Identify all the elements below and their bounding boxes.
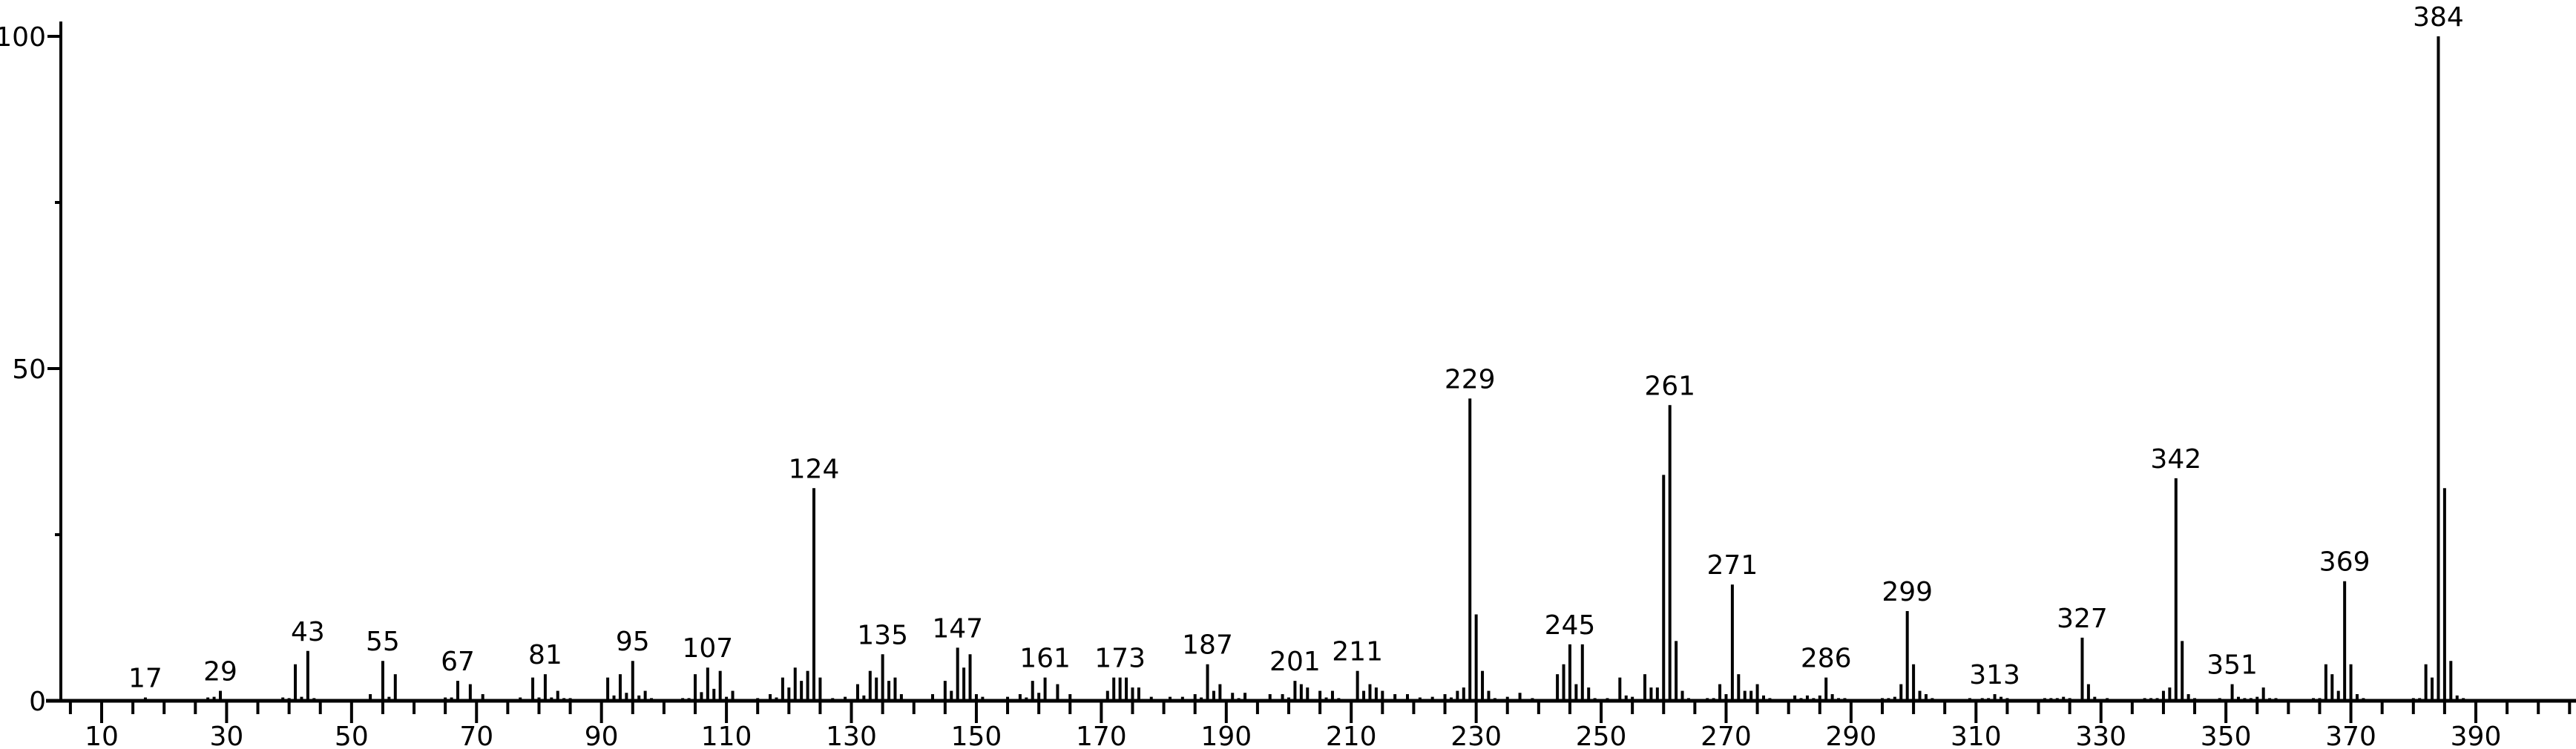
peak-label: 187 [1182, 630, 1233, 661]
peak-label: 81 [528, 640, 562, 670]
peak-label: 135 [857, 620, 908, 650]
peak-label: 299 [1882, 577, 1933, 607]
peak-label: 43 [291, 617, 325, 647]
peak-label: 369 [2319, 547, 2370, 578]
x-tick-label: 210 [1326, 722, 1377, 749]
peak-label: 55 [366, 627, 400, 657]
peak-label: 95 [616, 627, 650, 657]
x-tick-label: 190 [1200, 722, 1252, 749]
peak-label: 161 [1019, 644, 1071, 674]
peak-label: 124 [789, 454, 840, 484]
x-tick-label: 130 [826, 722, 877, 749]
x-tick-label: 50 [335, 722, 369, 749]
x-tick-label: 150 [951, 722, 1002, 749]
x-tick-label: 370 [2325, 722, 2376, 749]
peak-label: 17 [128, 664, 162, 694]
peak-label: 384 [2413, 2, 2464, 33]
peak-label: 327 [2057, 604, 2108, 634]
y-tick-label: 100 [0, 22, 46, 53]
y-tick-label: 50 [12, 354, 46, 385]
peak-label: 147 [932, 613, 983, 644]
peak-label: 351 [2207, 650, 2258, 681]
x-tick-label: 170 [1076, 722, 1127, 749]
peak-label: 67 [441, 647, 475, 677]
axes: 10 30 50 70 90 110 130 150 170 190 210 230 250 270 290… [0, 22, 2576, 749]
x-tick-label: 290 [1826, 722, 1877, 749]
peak-label: 271 [1707, 550, 1758, 581]
x-tick-label: 390 [2451, 722, 2502, 749]
peak-label: 107 [682, 633, 733, 664]
peak-label: 201 [1269, 647, 1321, 677]
peak-label: 313 [1969, 660, 2020, 690]
x-tick-label: 310 [1951, 722, 2002, 749]
peak-label: 173 [1094, 644, 1146, 674]
x-tick-label: 110 [701, 722, 752, 749]
x-tick-label: 30 [210, 722, 244, 749]
peak-label: 29 [203, 657, 237, 687]
x-tick-label: 250 [1576, 722, 1627, 749]
peak-label: 261 [1644, 371, 1695, 401]
peak-label: 211 [1332, 637, 1383, 667]
x-tick-label: 350 [2201, 722, 2252, 749]
peak-labels: 17 29 43 55 67 81 95 107 124 135 147 161 173 187 201 21… [128, 2, 2464, 694]
peak-label: 286 [1801, 644, 1852, 674]
x-tick-label: 90 [585, 722, 619, 749]
peak-label: 229 [1445, 364, 1496, 395]
x-tick-label: 330 [2075, 722, 2126, 749]
x-tick-label: 270 [1701, 722, 1752, 749]
peak-label: 245 [1545, 610, 1596, 641]
x-tick-label: 10 [85, 722, 119, 749]
y-tick-label: 0 [29, 687, 46, 717]
x-tick-label: 70 [459, 722, 493, 749]
peak-label: 342 [2150, 444, 2201, 475]
peak-bars [143, 36, 2465, 701]
x-tick-label: 230 [1450, 722, 1502, 749]
